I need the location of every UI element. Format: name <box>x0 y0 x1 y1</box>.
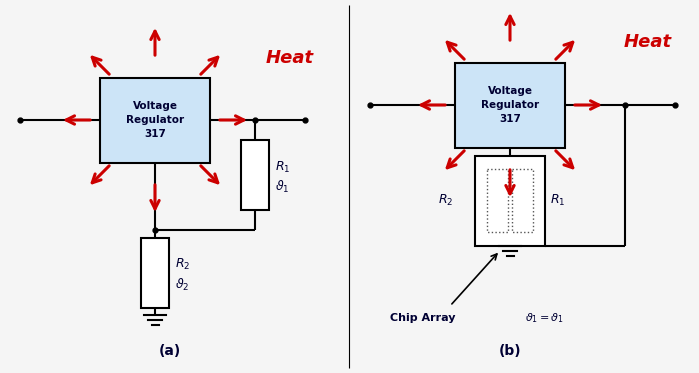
Bar <box>455 63 565 147</box>
Text: $R_2$: $R_2$ <box>438 193 453 208</box>
Text: (a): (a) <box>159 344 181 358</box>
Text: $R_1$: $R_1$ <box>550 193 565 208</box>
Text: $\vartheta_1 = \vartheta_1$: $\vartheta_1 = \vartheta_1$ <box>525 311 564 325</box>
Text: Voltage
Regulator
317: Voltage Regulator 317 <box>126 101 184 139</box>
Bar <box>100 78 210 163</box>
Text: (b): (b) <box>498 344 521 358</box>
Bar <box>141 238 169 307</box>
Text: Chip Array: Chip Array <box>390 313 456 323</box>
Text: $R_1$: $R_1$ <box>275 159 290 175</box>
Bar <box>241 140 269 210</box>
Bar <box>475 156 545 245</box>
Text: $\vartheta_1$: $\vartheta_1$ <box>275 179 289 195</box>
Bar <box>487 169 508 232</box>
Bar <box>512 169 533 232</box>
Text: Voltage
Regulator
317: Voltage Regulator 317 <box>481 86 539 124</box>
Text: Heat: Heat <box>266 49 314 67</box>
Text: $R_2$: $R_2$ <box>175 257 190 272</box>
Text: Heat: Heat <box>624 33 672 51</box>
Text: $\vartheta_2$: $\vartheta_2$ <box>175 276 189 292</box>
